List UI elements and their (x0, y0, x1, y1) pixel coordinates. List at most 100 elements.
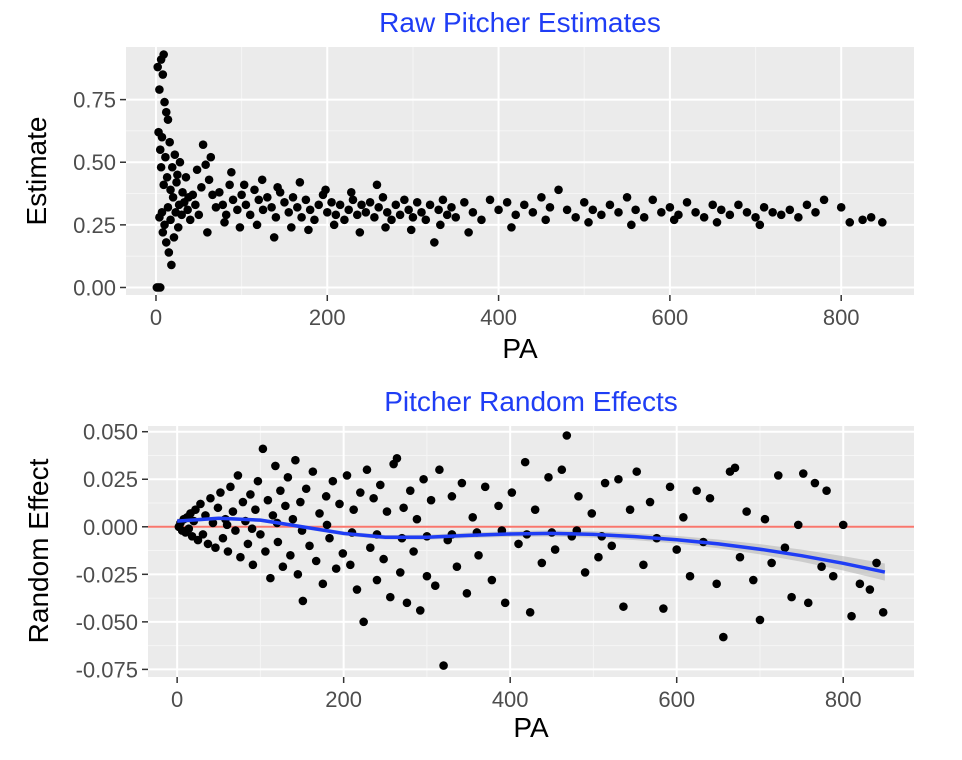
data-point (286, 551, 295, 560)
data-point (188, 190, 198, 200)
data-point (755, 615, 765, 625)
data-point (657, 208, 666, 217)
data-point (811, 208, 820, 217)
data-point (742, 208, 752, 217)
data-point (447, 492, 457, 501)
data-point (507, 223, 516, 232)
data-point (817, 562, 826, 572)
data-point (735, 552, 745, 562)
data-point (810, 478, 820, 488)
data-point (183, 205, 192, 215)
data-point (365, 198, 375, 207)
data-point (712, 579, 721, 589)
data-point (855, 579, 865, 589)
data-point (584, 218, 593, 227)
data-point (310, 215, 319, 225)
y-tick-label: 0.025 (83, 467, 138, 492)
data-point (243, 539, 253, 549)
data-point (768, 208, 777, 217)
y-axis-label: Random Effect (23, 458, 54, 643)
data-point (425, 200, 435, 210)
data-point (184, 524, 194, 533)
data-point (755, 220, 765, 230)
data-point (550, 545, 560, 554)
data-point (257, 175, 267, 185)
data-point (346, 560, 355, 570)
data-point (382, 208, 392, 217)
data-point (201, 160, 210, 170)
data-point (639, 213, 649, 222)
data-point (220, 218, 229, 227)
data-point (318, 579, 328, 589)
data-point (169, 233, 179, 242)
data-point (276, 486, 285, 495)
data-point (352, 210, 362, 220)
data-point (502, 198, 512, 207)
data-point (327, 198, 336, 207)
x-tick-label: 600 (658, 687, 695, 712)
data-point (530, 505, 540, 514)
data-point (311, 556, 321, 566)
data-point (322, 520, 332, 530)
chart-raw-pitcher-estimates: Raw Pitcher Estimates 0.00 0.25 0.50 0.75 0… (21, 7, 914, 364)
data-point (374, 203, 383, 212)
data-point (372, 575, 382, 585)
data-point (181, 172, 191, 182)
data-point (866, 213, 876, 222)
data-point (571, 213, 580, 222)
data-point (246, 490, 255, 499)
data-point (355, 228, 365, 237)
data-point (228, 195, 238, 205)
data-point (625, 505, 635, 514)
data-point (692, 486, 701, 495)
y-tick-label: 0.000 (83, 515, 138, 540)
data-point (198, 530, 208, 539)
data-point (749, 575, 758, 585)
data-point (387, 215, 396, 225)
data-point (730, 463, 740, 473)
data-point (787, 592, 796, 602)
data-point (579, 198, 589, 207)
y-tick-label: -0.075 (76, 657, 138, 682)
data-point (622, 193, 632, 202)
data-point (847, 611, 856, 621)
data-point (170, 150, 180, 160)
data-point (245, 210, 255, 220)
data-point (426, 495, 436, 505)
data-point (802, 200, 812, 210)
data-point (155, 145, 165, 155)
data-point (250, 185, 259, 195)
data-point (619, 602, 628, 611)
data-point (614, 474, 623, 484)
data-point (308, 467, 318, 476)
data-point (225, 180, 234, 190)
data-point (528, 208, 538, 217)
data-point (321, 185, 330, 195)
data-point (474, 551, 483, 560)
data-point (315, 509, 324, 518)
data-point (271, 461, 280, 471)
data-point (226, 482, 235, 492)
data-point (587, 509, 597, 518)
y-axis-ticks: -0.075 -0.050 -0.025 0.000 0.025 0.050 (76, 420, 148, 682)
data-point (404, 205, 413, 215)
data-point (751, 213, 760, 222)
data-point (447, 203, 456, 212)
data-point (541, 215, 550, 225)
data-point (163, 115, 173, 124)
data-point (236, 552, 245, 562)
data-point (281, 501, 290, 511)
data-point (239, 180, 249, 190)
data-point (785, 205, 795, 215)
data-point (208, 190, 217, 200)
data-point (216, 488, 225, 497)
data-point (178, 187, 187, 197)
data-point (395, 568, 405, 577)
x-axis-label: PA (502, 333, 538, 364)
data-point (672, 545, 682, 554)
data-point (238, 497, 248, 507)
data-point (514, 539, 523, 549)
data-point (412, 514, 422, 524)
data-point (519, 200, 529, 210)
data-point (580, 568, 590, 577)
